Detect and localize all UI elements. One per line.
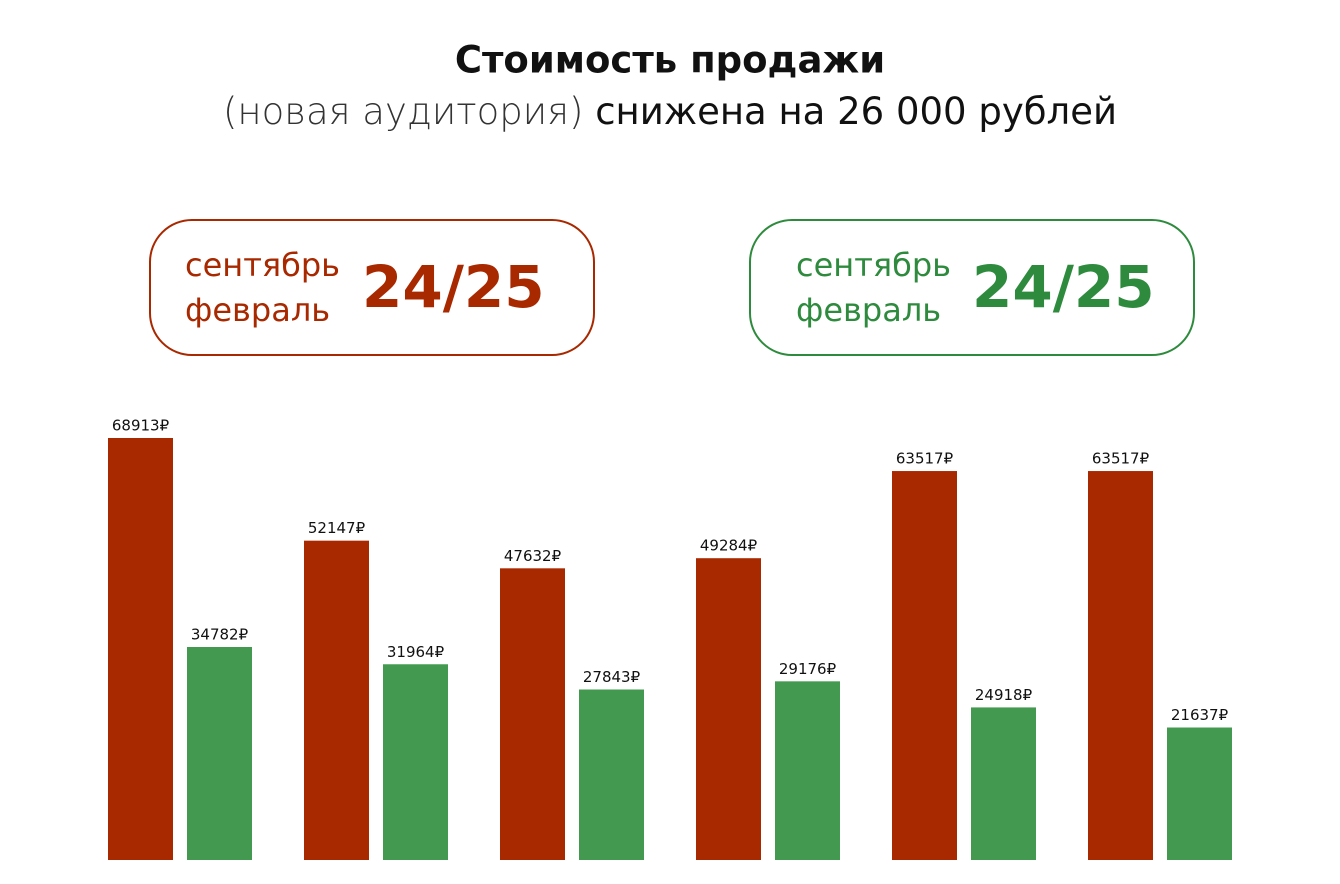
legend-text: февраль	[185, 291, 330, 329]
bar	[696, 558, 761, 860]
subtitle-part: снижена на 26 000 рублей	[595, 90, 1117, 133]
chart-subtitle: (новая аудитория) снижена на 26 000 рубл…	[223, 90, 1117, 133]
legend-text: сентябрь	[796, 246, 951, 284]
value-label: 27843₽	[583, 668, 641, 686]
value-label: 31964₽	[387, 643, 445, 661]
value-label: 29176₽	[779, 660, 837, 678]
value-label: 47632₽	[504, 547, 562, 565]
bar	[383, 664, 448, 860]
bar	[304, 540, 369, 860]
subtitle-part: (новая аудитория)	[223, 90, 583, 133]
legend-period: 24/25	[972, 253, 1155, 321]
value-label: 63517₽	[1092, 450, 1150, 468]
value-label: 21637₽	[1171, 706, 1229, 724]
bar	[1167, 727, 1232, 860]
bar	[500, 568, 565, 860]
value-label: 52147₽	[308, 519, 366, 537]
value-label: 34782₽	[191, 626, 249, 644]
legend-box	[749, 219, 1195, 356]
bar	[775, 681, 840, 860]
bar	[1088, 471, 1153, 860]
value-label: 68913₽	[112, 417, 170, 435]
bar	[187, 647, 252, 860]
bar	[971, 707, 1036, 860]
legend-text: февраль	[796, 291, 941, 329]
value-label: 49284₽	[700, 537, 758, 555]
bar	[579, 689, 644, 860]
chart-title: Стоимость продажи	[455, 39, 885, 82]
legend-period: 24/25	[362, 253, 545, 321]
value-label: 63517₽	[896, 450, 954, 468]
legend-text: сентябрь	[185, 246, 340, 284]
bar	[108, 438, 173, 860]
bar	[892, 471, 957, 860]
value-label: 24918₽	[975, 686, 1033, 704]
legend-box	[149, 219, 595, 356]
